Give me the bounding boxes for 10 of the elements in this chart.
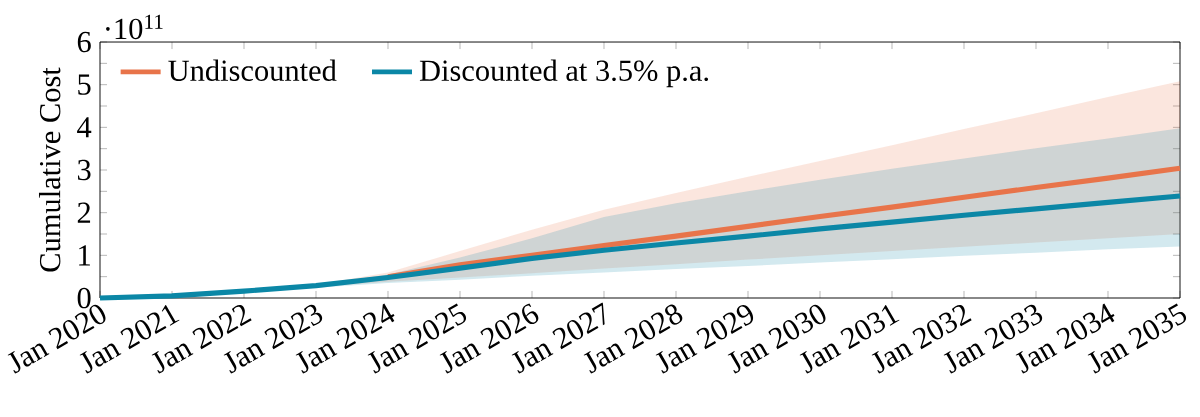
legend-label: Undiscounted: [168, 59, 337, 81]
y-tick-label: 6: [77, 31, 91, 53]
y-tick-label: 3: [77, 159, 91, 181]
text: ·10$^{11}$: [106, 14, 163, 40]
y-tick-label: 1: [79, 245, 90, 266]
y-tick-label: 5: [78, 74, 91, 95]
legend-label: Discounted at 3.5% p.a.: [419, 59, 709, 88]
y-tick-label: 2: [77, 202, 91, 223]
y-axis-title: Cumulative Cost: [38, 67, 61, 272]
y-tick-label: 4: [77, 117, 92, 138]
